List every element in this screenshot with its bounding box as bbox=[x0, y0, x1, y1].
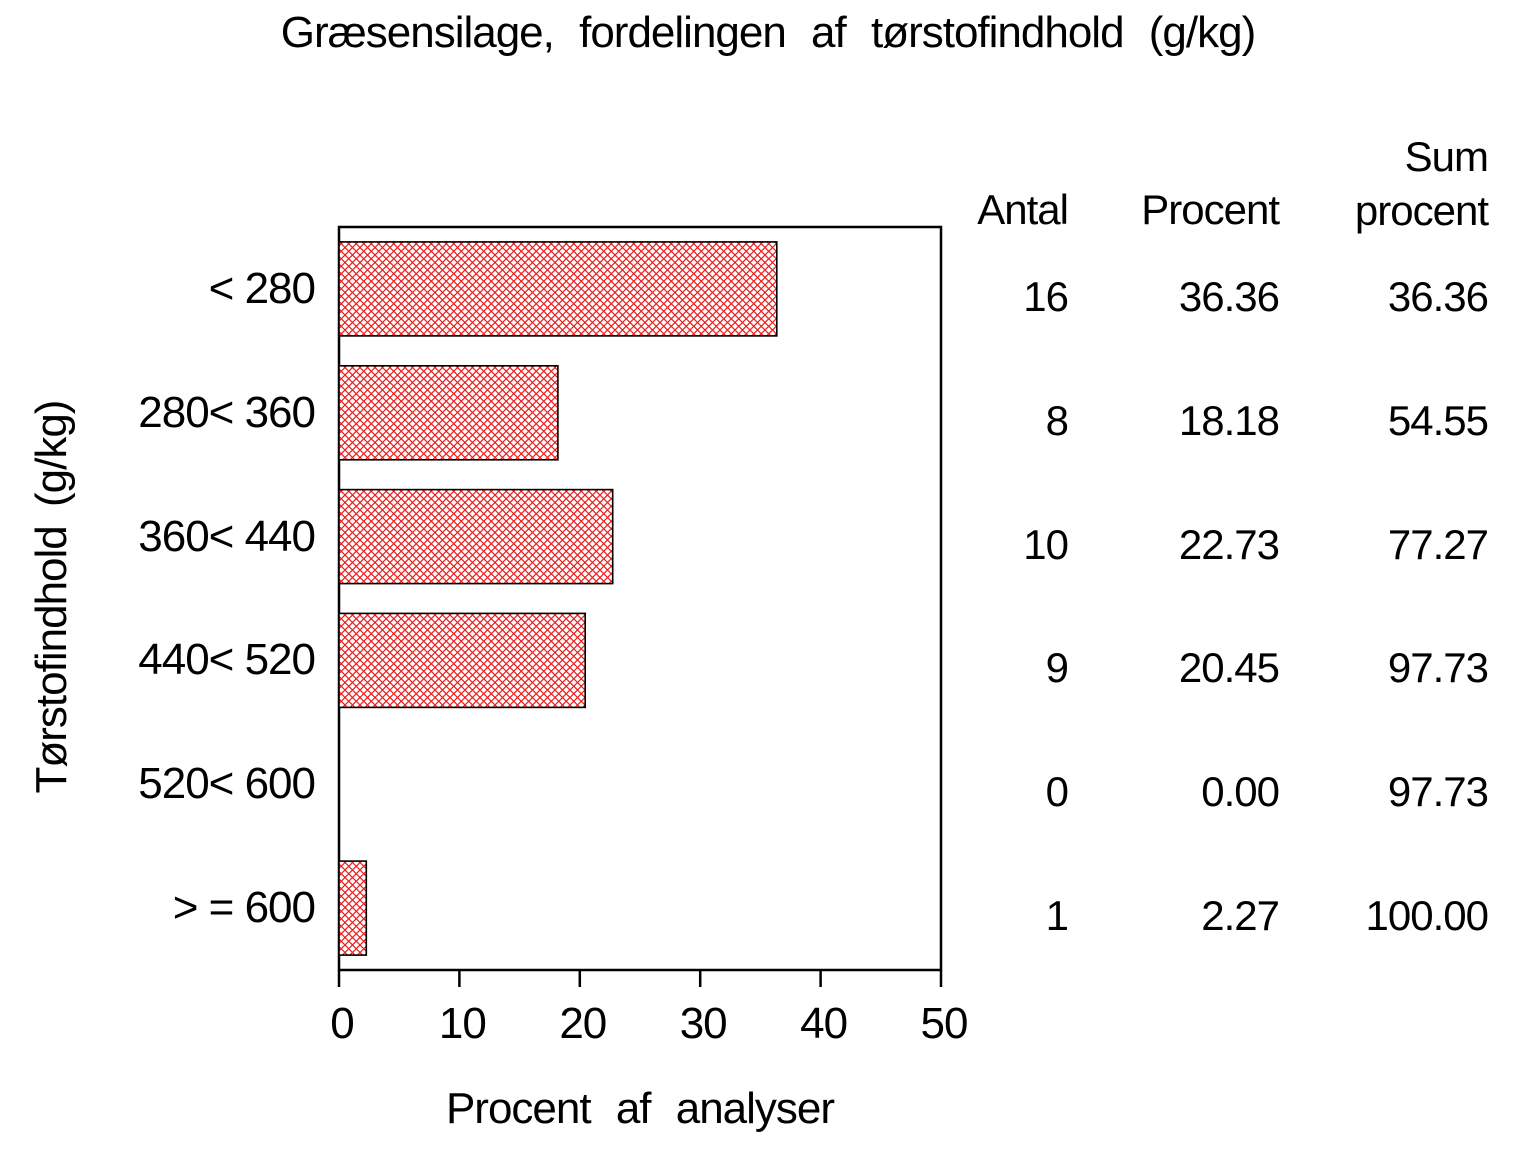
table-cell-procent: 2.27 bbox=[1201, 892, 1280, 940]
x-ticks-group bbox=[337, 970, 943, 987]
table-cell-sum_procent: 97.73 bbox=[1387, 644, 1489, 692]
table-cell-procent: 20.45 bbox=[1178, 644, 1280, 692]
x-tick-label: 50 bbox=[920, 999, 969, 1048]
category-label: > = 600 bbox=[172, 883, 316, 933]
category-label: 280< 360 bbox=[138, 387, 316, 437]
x-tick-label: 10 bbox=[438, 999, 487, 1048]
table-cell-procent: 18.18 bbox=[1178, 396, 1280, 444]
bar bbox=[338, 860, 368, 956]
x-tick-label: 40 bbox=[800, 999, 848, 1048]
plot-frame bbox=[337, 225, 943, 972]
x-tick-label: 20 bbox=[559, 999, 607, 1048]
x-axis-label: Procent af analyser bbox=[445, 1084, 835, 1133]
chart-title: Græsensilage, fordelingen af tørstofindh… bbox=[280, 8, 1257, 57]
table-cell-procent: 36.36 bbox=[1178, 272, 1280, 320]
table-header-sum-line1: Sum bbox=[1404, 133, 1489, 180]
table-cell-sum_procent: 77.27 bbox=[1387, 520, 1489, 568]
bar bbox=[338, 488, 614, 585]
table-header-procent: Procent bbox=[1141, 186, 1280, 233]
x-tick-label: 0 bbox=[330, 999, 354, 1048]
table-cell-antal: 9 bbox=[1045, 644, 1069, 692]
x-tick-label: 30 bbox=[679, 999, 728, 1048]
bars-group bbox=[338, 241, 778, 956]
category-label: < 280 bbox=[208, 263, 316, 313]
table-cell-antal: 0 bbox=[1045, 768, 1069, 816]
category-label: 360< 440 bbox=[138, 511, 316, 561]
table-cell-sum_procent: 54.55 bbox=[1387, 396, 1489, 444]
bar bbox=[338, 364, 559, 461]
table-cell-procent: 0.00 bbox=[1201, 768, 1280, 816]
bar bbox=[338, 612, 586, 709]
table-cell-antal: 1 bbox=[1045, 892, 1069, 940]
table-cell-procent: 22.73 bbox=[1178, 520, 1280, 568]
table-cell-antal: 10 bbox=[1023, 520, 1069, 568]
table-cell-sum_procent: 36.36 bbox=[1387, 272, 1489, 320]
table-cell-antal: 8 bbox=[1045, 396, 1069, 444]
table-header-antal: Antal bbox=[977, 186, 1069, 233]
table-cell-sum_procent: 97.73 bbox=[1387, 768, 1489, 816]
table-header-sum-procent: Sum procent bbox=[1354, 130, 1489, 238]
table-cell-sum_procent: 100.00 bbox=[1365, 892, 1489, 940]
table-header-sum-line2: procent bbox=[1354, 187, 1489, 234]
bar bbox=[338, 241, 778, 337]
category-label: 520< 600 bbox=[138, 759, 316, 809]
category-label: 440< 520 bbox=[138, 635, 316, 685]
table-cell-antal: 16 bbox=[1023, 272, 1069, 320]
